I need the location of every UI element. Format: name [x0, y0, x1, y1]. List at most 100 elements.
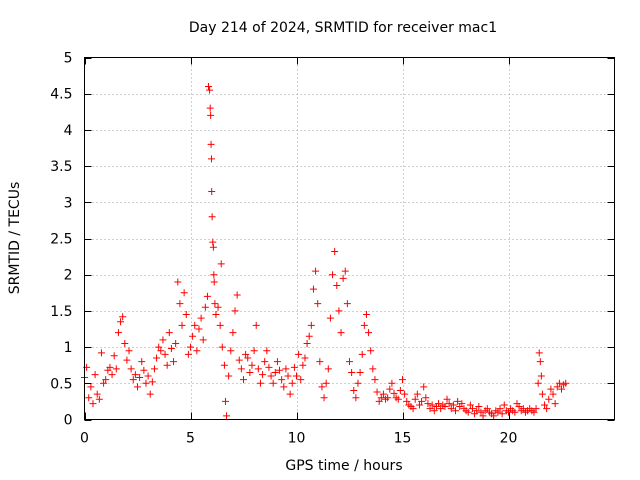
data-point	[261, 358, 269, 366]
data-point	[479, 412, 487, 420]
data-point	[280, 383, 288, 391]
data-point	[221, 397, 229, 405]
data-point	[532, 405, 540, 413]
data-point	[362, 311, 370, 319]
data-point	[435, 400, 443, 408]
data-point	[195, 325, 203, 333]
data-point	[248, 361, 256, 369]
data-point	[490, 412, 498, 420]
data-point	[324, 365, 332, 373]
data-point	[534, 379, 542, 387]
data-point	[265, 363, 273, 371]
data-point	[377, 394, 385, 402]
data-point	[193, 347, 201, 355]
x-tick-label: 5	[186, 431, 195, 447]
data-point	[102, 376, 110, 384]
data-point	[339, 274, 347, 282]
data-point	[411, 395, 419, 403]
data-point	[176, 300, 184, 308]
data-point	[252, 321, 260, 329]
data-point	[519, 405, 527, 413]
data-point	[229, 329, 237, 337]
data-point	[331, 248, 339, 256]
data-point	[441, 402, 449, 410]
data-point	[134, 383, 141, 391]
data-point	[217, 260, 225, 268]
y-tick-label: 5	[64, 51, 73, 67]
data-point	[87, 383, 95, 391]
y-tick-label: 0.5	[50, 376, 72, 392]
data-point	[545, 395, 553, 403]
data-point	[301, 354, 309, 362]
axis-ticks	[84, 57, 615, 421]
data-point	[309, 285, 317, 293]
data-point	[206, 86, 214, 94]
data-point	[384, 394, 392, 402]
data-point	[335, 307, 343, 315]
data-point	[206, 104, 214, 112]
data-point	[174, 278, 182, 286]
data-point	[343, 300, 351, 308]
data-point	[191, 321, 199, 329]
data-point	[452, 407, 459, 415]
data-point	[256, 379, 264, 387]
data-point	[558, 385, 565, 393]
data-point	[106, 363, 114, 371]
data-point	[348, 368, 356, 376]
data-point	[299, 361, 307, 369]
data-point	[170, 358, 178, 366]
data-point	[278, 376, 286, 384]
data-point	[244, 354, 252, 362]
data-point	[430, 407, 438, 415]
data-point	[468, 405, 476, 413]
data-point	[208, 213, 216, 221]
data-point	[464, 408, 472, 416]
data-point	[354, 379, 362, 387]
data-point	[231, 307, 239, 315]
y-tick-label: 0	[64, 413, 73, 429]
data-point	[127, 365, 135, 373]
data-point	[273, 358, 281, 366]
data-point	[276, 366, 284, 374]
data-point	[543, 405, 551, 413]
data-point	[95, 395, 103, 403]
data-point	[329, 271, 337, 279]
data-point	[259, 371, 267, 379]
data-point	[131, 371, 139, 379]
data-point	[208, 187, 216, 195]
data-point	[112, 365, 120, 373]
data-point	[150, 365, 158, 373]
data-point	[203, 292, 211, 300]
data-point	[223, 412, 231, 420]
data-point	[146, 390, 154, 398]
data-point	[562, 379, 570, 387]
gridlines	[84, 57, 615, 420]
data-point	[358, 350, 366, 358]
data-point	[386, 385, 394, 393]
data-point	[390, 389, 398, 397]
data-point	[163, 361, 171, 369]
data-point	[320, 394, 328, 402]
x-axis-label: GPS time / hours	[285, 458, 402, 474]
data-point	[178, 321, 186, 329]
data-point	[418, 397, 426, 405]
data-point	[360, 321, 368, 329]
data-point	[205, 82, 213, 90]
data-point	[415, 401, 423, 409]
data-point	[318, 383, 326, 391]
y-tick-label: 2	[64, 268, 73, 284]
data-point	[93, 390, 101, 398]
x-tick-label: 20	[500, 431, 518, 447]
data-point	[420, 383, 428, 391]
data-point	[207, 111, 215, 119]
data-point	[240, 376, 247, 384]
data-point	[214, 303, 222, 311]
data-point	[140, 366, 148, 374]
data-point	[182, 311, 190, 319]
data-point	[394, 395, 402, 403]
data-point	[148, 378, 156, 386]
data-point	[375, 397, 383, 405]
data-point	[555, 379, 563, 387]
data-point	[142, 379, 150, 387]
